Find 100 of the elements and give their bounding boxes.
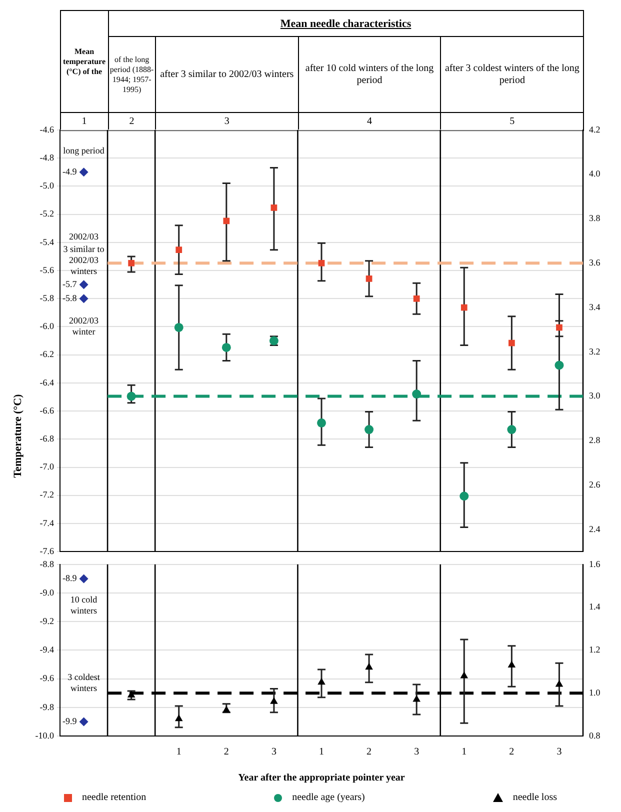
point: [364, 425, 374, 434]
y-tick-label: -6.4: [40, 377, 54, 388]
chart-title: Mean needle characteristics: [108, 10, 584, 37]
y-tick-label: -5.0: [40, 180, 54, 191]
y2-tick-label: 1.2: [589, 644, 600, 655]
x-tick-label: 2: [224, 746, 229, 758]
y2-tick-label: 4.2: [589, 124, 600, 134]
point: [460, 492, 469, 501]
x-tick-label: 1: [462, 746, 467, 758]
point: [412, 390, 422, 399]
text: after 10 cold winters of the long period: [298, 36, 442, 113]
text: after 3 coldest winters of the long period: [440, 36, 584, 113]
y2-tick-label: 3.4: [589, 302, 601, 312]
y-tick-label: -9.6: [40, 673, 54, 684]
y2-tick-label: 4.0: [589, 168, 601, 179]
y2-tick-label: 1.4: [589, 602, 601, 612]
text: 2: [108, 112, 156, 131]
annotation: 2002/03: [69, 231, 100, 242]
text: Mean temperature (°C) of the: [60, 10, 109, 113]
x-axis-title: Year after the appropriate pointer year: [238, 772, 406, 784]
x-tick-label: 3: [556, 746, 562, 758]
y-tick-label: -9.2: [40, 616, 54, 626]
data-label: -8.9: [62, 573, 78, 584]
y-tick-label: -9.0: [40, 587, 54, 598]
annotation: long period: [63, 146, 105, 156]
y-tick-label: -9.4: [40, 644, 54, 655]
legend-label: needle age (years): [292, 792, 365, 803]
text: of the long period (1888-1944; 1957-1995): [108, 36, 156, 113]
point: [556, 324, 562, 331]
point: [317, 418, 326, 428]
point: [412, 695, 420, 702]
point: [508, 340, 515, 346]
y2-tick-label: 1.0: [589, 687, 601, 698]
point: [366, 275, 372, 282]
point: [413, 295, 420, 302]
y-tick-label: -7.0: [40, 462, 54, 472]
data-label: -4.9: [62, 166, 78, 177]
point: [222, 706, 230, 713]
point: [126, 392, 136, 401]
y2-tick-label: 2.4: [589, 524, 601, 534]
data-label: -5.8: [62, 293, 78, 303]
point: [174, 322, 184, 332]
y-tick-label: -4.8: [40, 152, 54, 162]
annotation: 10 cold winters: [70, 594, 98, 616]
point: [223, 218, 230, 224]
annotation: 3 coldest winters: [68, 672, 100, 693]
point: [460, 304, 468, 311]
point: [270, 204, 278, 211]
y-tick-label: -6.6: [40, 405, 54, 416]
y-tick-label: -7.4: [40, 518, 54, 528]
point: [318, 678, 326, 685]
y-tick-label: -6.2: [40, 349, 54, 360]
y2-tick-label: 3.6: [589, 257, 601, 268]
point: [554, 360, 564, 370]
text: after 3 similar to 2002/03 winters: [155, 36, 299, 113]
x-tick-label: 3: [271, 746, 276, 758]
y-tick-label: -4.6: [40, 124, 54, 134]
point: [508, 660, 516, 668]
legend-label: needle retention: [82, 792, 146, 803]
y2-tick-label: 3.8: [589, 213, 601, 224]
x-tick-label: 3: [414, 746, 420, 758]
y2-tick-label: 1.6: [589, 558, 601, 569]
y2-tick-label: 3.2: [589, 346, 600, 356]
y-tick-label: -6.0: [40, 321, 54, 332]
x-tick-label: 1: [319, 746, 324, 758]
y-tick-label: -5.6: [40, 264, 54, 275]
y-axis-title: Temperature (°C): [12, 393, 24, 480]
y-tick-label: -8.8: [40, 558, 54, 569]
point: [460, 671, 468, 678]
data-label: -9.9: [62, 716, 78, 726]
y2-tick-label: 0.8: [589, 730, 601, 740]
y2-tick-label: 3.0: [589, 390, 601, 401]
point: [128, 260, 134, 266]
text: 4: [298, 112, 442, 131]
y-tick-label: -5.2: [40, 208, 54, 219]
data-label: -5.7: [62, 278, 78, 289]
point: [174, 714, 183, 722]
point: [270, 697, 278, 704]
point: [365, 662, 373, 670]
y-tick-label: -10.0: [35, 730, 54, 740]
y2-tick-label: 2.6: [589, 479, 601, 490]
x-tick-label: 2: [509, 746, 514, 758]
y-tick-label: -9.8: [40, 702, 54, 712]
annotation: 2002/03 winter: [69, 316, 100, 337]
text: 3: [155, 112, 299, 131]
y-tick-label: -5.8: [40, 293, 54, 303]
point: [222, 342, 231, 352]
text: 5: [440, 112, 584, 131]
point: [555, 680, 564, 687]
point: [507, 425, 516, 434]
text: 1: [60, 112, 109, 131]
point: [176, 246, 182, 254]
y-tick-label: -7.2: [40, 490, 54, 500]
y-tick-label: -6.8: [40, 434, 54, 444]
y2-tick-label: 2.8: [589, 435, 601, 446]
x-tick-label: 1: [176, 746, 182, 758]
x-tick-label: 2: [366, 746, 372, 758]
point: [318, 260, 325, 266]
annotation: 3 similar to 2002/03 winters: [63, 244, 105, 276]
y-tick-label: -5.4: [40, 236, 54, 247]
